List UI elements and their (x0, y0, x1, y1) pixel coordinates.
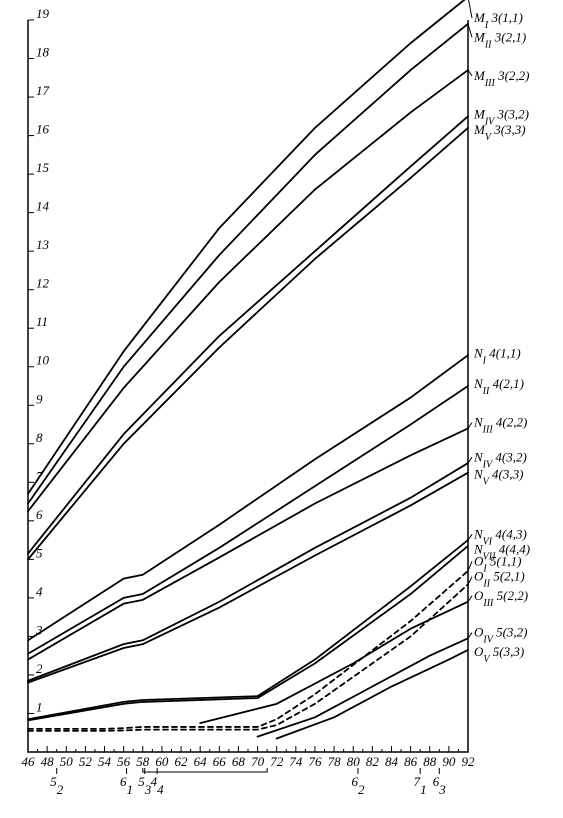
svg-text:48: 48 (41, 754, 55, 769)
svg-text:50: 50 (60, 754, 74, 769)
svg-text:72: 72 (270, 754, 284, 769)
svg-text:60: 60 (155, 754, 169, 769)
series-label-O2: OII 5(2,1) (474, 569, 525, 590)
svg-text:56: 56 (117, 754, 131, 769)
svg-text:54: 54 (98, 754, 112, 769)
svg-text:66: 66 (213, 754, 227, 769)
series-N3 (28, 428, 468, 659)
svg-text:76: 76 (308, 754, 322, 769)
x-annotation: 63 (433, 774, 447, 797)
svg-text:14: 14 (36, 199, 50, 214)
svg-text:1: 1 (36, 699, 43, 714)
series-M4 (28, 116, 468, 553)
series-M2 (28, 24, 468, 504)
x-annotation: 62 (352, 774, 366, 797)
svg-text:12: 12 (36, 276, 50, 291)
series-label-N1: NI 4(1,1) (473, 345, 521, 366)
svg-text:80: 80 (347, 754, 361, 769)
svg-text:13: 13 (36, 237, 50, 252)
series-label-N3: NIII 4(2,2) (473, 415, 527, 436)
x-annotation: 44 (151, 774, 165, 797)
svg-text:86: 86 (404, 754, 418, 769)
svg-text:18: 18 (36, 45, 50, 60)
svg-text:46: 46 (22, 754, 36, 769)
svg-text:70: 70 (251, 754, 265, 769)
series-N4 (28, 463, 468, 681)
series-label-M5: MV 3(3,3) (473, 122, 526, 143)
svg-text:9: 9 (36, 391, 43, 406)
series-label-N2: NII 4(2,1) (473, 376, 524, 397)
svg-text:84: 84 (385, 754, 399, 769)
svg-text:88: 88 (423, 754, 437, 769)
svg-text:11: 11 (36, 314, 48, 329)
series-O3 (200, 602, 468, 723)
svg-text:52: 52 (79, 754, 93, 769)
series-O1 (28, 571, 468, 729)
svg-text:90: 90 (442, 754, 456, 769)
svg-text:17: 17 (36, 83, 50, 98)
svg-text:15: 15 (36, 160, 50, 175)
x-annotation: 71 (414, 774, 427, 797)
series-M5 (28, 128, 468, 559)
series-label-M1: MI 3(1,1) (473, 10, 523, 31)
x-annotation: 61 (120, 774, 133, 797)
series-O4 (258, 638, 468, 736)
svg-text:4: 4 (36, 584, 43, 599)
svg-text:19: 19 (36, 6, 50, 21)
series-label-O4: OIV 5(3,2) (474, 625, 528, 646)
series-label-O3: OIII 5(2,2) (474, 588, 528, 609)
svg-text:16: 16 (36, 122, 50, 137)
x-annotation: 52 (50, 774, 64, 797)
svg-text:78: 78 (328, 754, 342, 769)
svg-text:82: 82 (366, 754, 380, 769)
svg-text:8: 8 (36, 430, 43, 445)
series-M1 (28, 0, 468, 494)
line-chart: 1234567891011121314151617181946485052545… (0, 0, 563, 818)
series-N6 (28, 540, 468, 719)
svg-text:10: 10 (36, 353, 50, 368)
svg-text:58: 58 (136, 754, 150, 769)
svg-text:6: 6 (36, 507, 43, 522)
series-N1 (28, 355, 468, 640)
series-label-N5: NV 4(3,3) (473, 467, 523, 488)
series-label-M3: MIII 3(2,2) (473, 68, 530, 89)
svg-text:68: 68 (232, 754, 246, 769)
series-label-O5: OV 5(3,3) (474, 644, 524, 665)
svg-text:62: 62 (175, 754, 189, 769)
series-label-M2: MII 3(2,1) (473, 29, 526, 50)
svg-text:64: 64 (194, 754, 208, 769)
svg-text:2: 2 (36, 661, 43, 676)
svg-text:92: 92 (462, 754, 476, 769)
series-M3 (28, 70, 468, 511)
svg-text:74: 74 (289, 754, 303, 769)
